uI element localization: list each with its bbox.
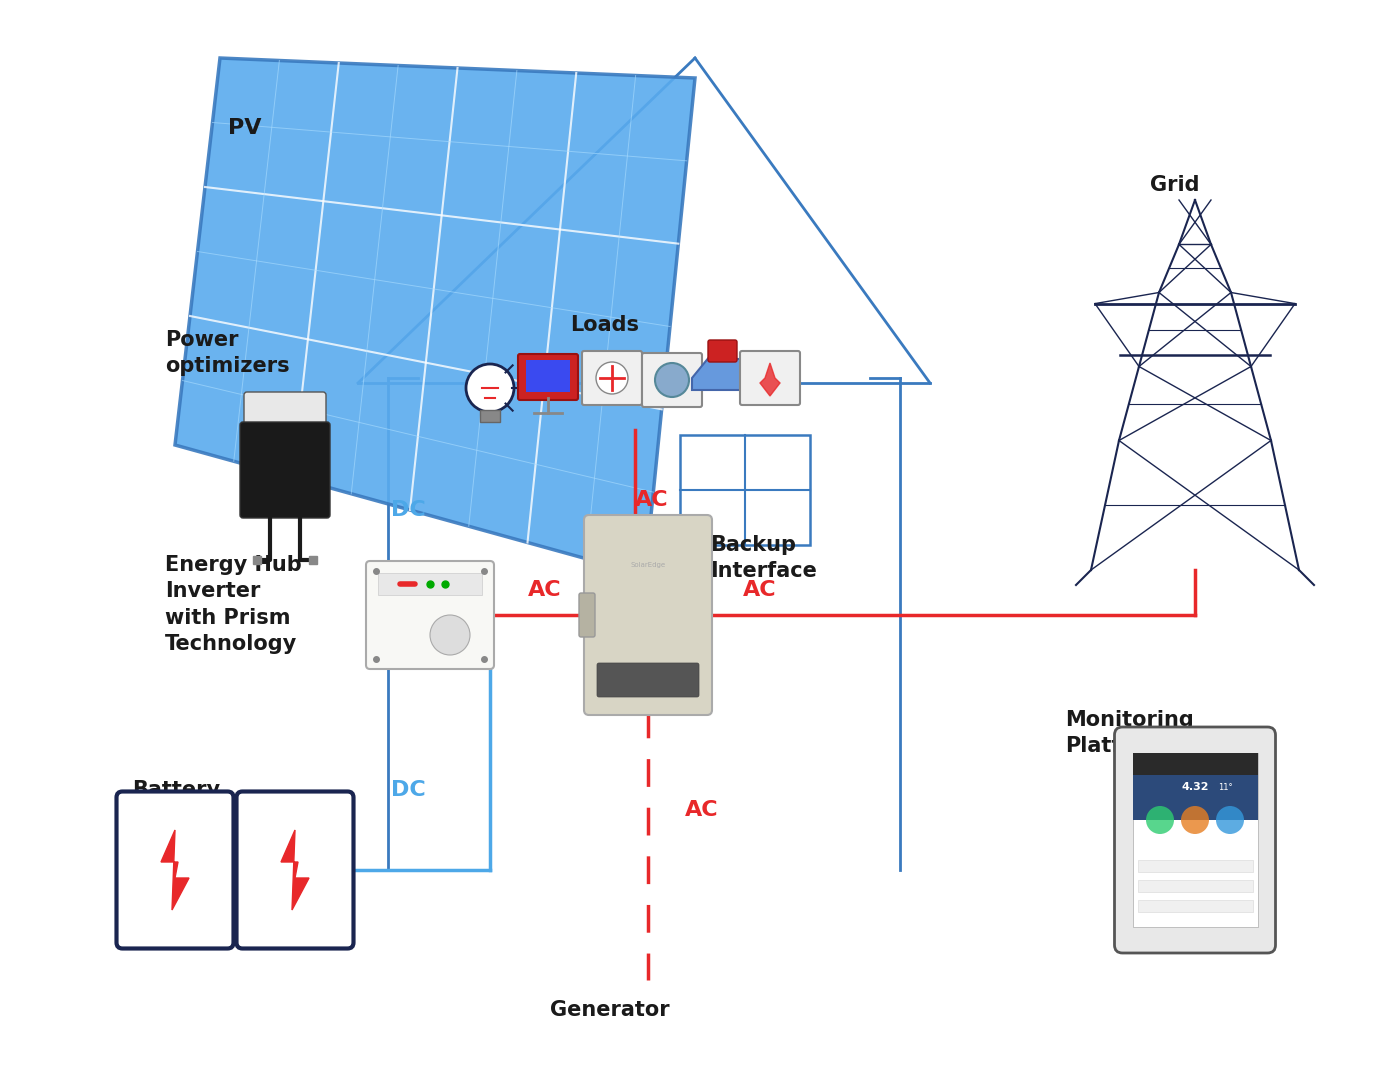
Text: DC: DC — [391, 500, 426, 520]
Circle shape — [1146, 806, 1173, 834]
FancyBboxPatch shape — [239, 421, 330, 519]
Polygon shape — [760, 363, 780, 396]
FancyBboxPatch shape — [681, 436, 810, 545]
FancyBboxPatch shape — [379, 573, 482, 595]
Circle shape — [1217, 806, 1244, 834]
FancyBboxPatch shape — [480, 410, 500, 421]
FancyBboxPatch shape — [709, 340, 736, 362]
Text: 4.32: 4.32 — [1182, 782, 1208, 792]
FancyBboxPatch shape — [741, 351, 800, 405]
Circle shape — [656, 363, 689, 397]
Text: Monitoring
Platform: Monitoring Platform — [1065, 710, 1194, 757]
Circle shape — [466, 364, 514, 412]
FancyBboxPatch shape — [366, 561, 494, 669]
Text: PV: PV — [228, 118, 262, 138]
Polygon shape — [281, 830, 309, 910]
Text: 11°: 11° — [1218, 783, 1232, 791]
Text: Backup
Interface: Backup Interface — [710, 535, 817, 581]
FancyBboxPatch shape — [117, 791, 234, 949]
Text: AC: AC — [528, 580, 562, 600]
Text: Battery: Battery — [132, 780, 220, 800]
FancyBboxPatch shape — [518, 354, 578, 400]
FancyBboxPatch shape — [1133, 754, 1257, 775]
FancyBboxPatch shape — [1137, 860, 1253, 872]
Text: Energy Hub
Inverter
with Prism
Technology: Energy Hub Inverter with Prism Technolog… — [166, 555, 302, 654]
FancyBboxPatch shape — [1133, 775, 1257, 820]
Text: AC: AC — [635, 490, 668, 510]
Circle shape — [1180, 806, 1210, 834]
Text: AC: AC — [685, 800, 718, 820]
Text: AC: AC — [743, 580, 777, 600]
Polygon shape — [161, 830, 189, 910]
FancyBboxPatch shape — [526, 360, 569, 392]
FancyBboxPatch shape — [579, 593, 594, 637]
FancyBboxPatch shape — [585, 515, 711, 715]
FancyBboxPatch shape — [237, 791, 354, 949]
FancyBboxPatch shape — [1137, 900, 1253, 912]
Polygon shape — [175, 58, 695, 575]
Text: Grid: Grid — [1150, 175, 1200, 195]
FancyBboxPatch shape — [1115, 727, 1275, 953]
Text: SolarEdge: SolarEdge — [631, 562, 665, 568]
Text: Loads: Loads — [569, 315, 639, 335]
FancyBboxPatch shape — [1133, 754, 1257, 927]
FancyBboxPatch shape — [642, 353, 702, 407]
Text: Generator: Generator — [550, 1000, 670, 1020]
Text: DC: DC — [391, 780, 426, 800]
FancyBboxPatch shape — [597, 663, 699, 697]
Circle shape — [596, 362, 628, 393]
FancyBboxPatch shape — [1137, 880, 1253, 892]
Polygon shape — [692, 356, 748, 390]
FancyBboxPatch shape — [582, 351, 642, 405]
Circle shape — [430, 616, 470, 655]
Text: Power
optimizers: Power optimizers — [166, 330, 290, 376]
FancyBboxPatch shape — [244, 392, 326, 428]
